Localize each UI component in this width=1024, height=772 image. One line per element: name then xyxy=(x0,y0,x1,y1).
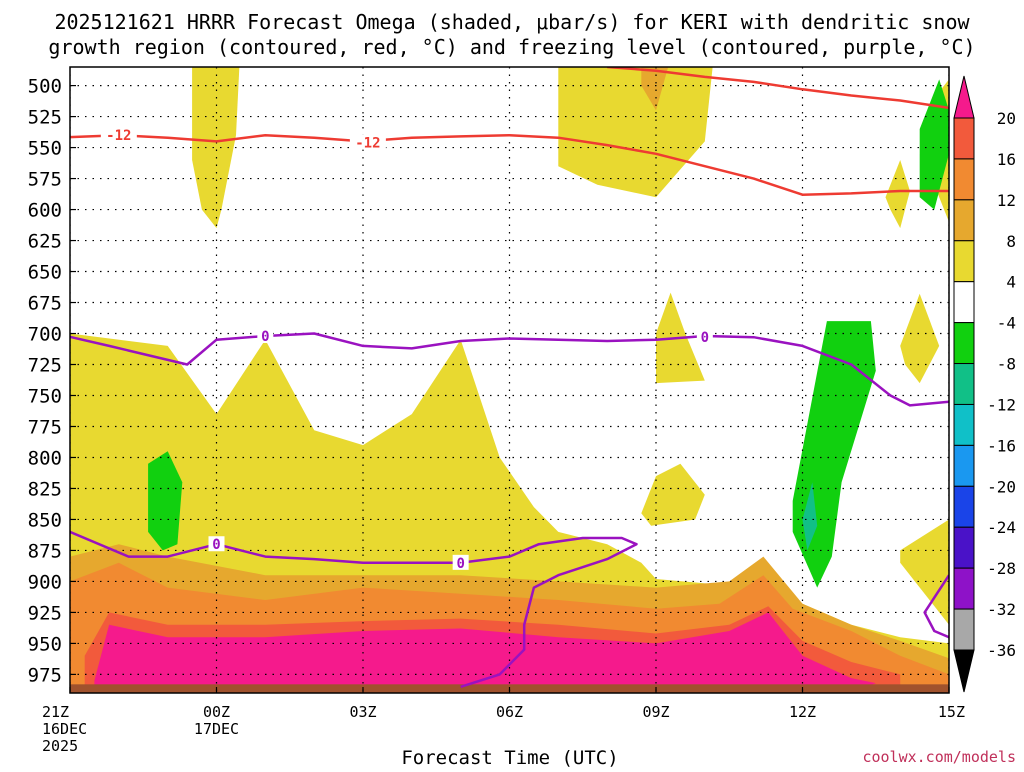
omega-region-17 xyxy=(802,482,818,551)
omega-region-7 xyxy=(641,67,669,111)
x-tick-label-0-0: 21Z xyxy=(42,703,69,721)
y-tick-label-600: 600 xyxy=(28,200,62,222)
freezing-label-lower-b: 0 xyxy=(456,556,464,572)
dgz-label-mid: -12 xyxy=(355,136,380,152)
freezing-level-lower-line xyxy=(70,530,638,688)
freezing-label-lower-a: 0 xyxy=(212,537,220,553)
colorbar: 20 16 12 8 4 -4 -8 -12 -16 -20 -24 -28 -32 -36 xyxy=(953,75,1016,693)
colorbar-box-4 xyxy=(953,281,975,324)
y-tick-label-575: 575 xyxy=(28,169,62,191)
dgz-label-left-bg xyxy=(100,127,137,143)
y-tick-label-625: 625 xyxy=(28,231,62,253)
dgz-contour-line-upper xyxy=(607,67,949,110)
y-tick-label-875: 875 xyxy=(28,540,62,562)
colorbar-label-3: 8 xyxy=(1006,232,1016,251)
x-tick-label-6-0: 03Z xyxy=(349,703,376,721)
y-tick-label-850: 850 xyxy=(28,509,62,531)
colorbar-box-1 xyxy=(953,158,975,201)
x-tick-label-0-2: 2025 xyxy=(42,737,78,755)
plot-area: -12 -12 0 0 0 0 xyxy=(70,67,949,693)
y-tick-label-750: 750 xyxy=(28,385,62,407)
chart-title-line2: growth region (contoured, red, °C) and f… xyxy=(48,35,975,59)
freezing-label-upper-b-bg xyxy=(696,329,713,345)
x-tick-label-9-0: 06Z xyxy=(496,703,523,721)
x-tick-label-3-0: 00Z xyxy=(203,703,230,721)
colorbar-label-8: -16 xyxy=(987,436,1016,455)
colorbar-label-2: 12 xyxy=(997,191,1016,210)
y-tick-label-900: 900 xyxy=(28,571,62,593)
colorbar-box-10 xyxy=(953,526,975,569)
y-tick-label-650: 650 xyxy=(28,262,62,284)
y-tick-label-675: 675 xyxy=(28,293,62,315)
dgz-label-mid-bg xyxy=(349,134,386,150)
colorbar-label-7: -12 xyxy=(987,395,1016,414)
x-axis-label: Forecast Time (UTC) xyxy=(401,747,618,768)
y-tick-label-525: 525 xyxy=(28,107,62,129)
freezing-label-lower-b-bg xyxy=(452,554,469,570)
colorbar-box-9 xyxy=(953,485,975,528)
freezing-label-upper-a: 0 xyxy=(261,329,269,345)
colorbar-label-11: -28 xyxy=(987,559,1016,578)
colorbar-label-9: -20 xyxy=(987,477,1016,496)
credit-text: coolwx.com/models xyxy=(862,748,1016,766)
colorbar-label-6: -8 xyxy=(997,355,1016,374)
y-tick-label-925: 925 xyxy=(28,602,62,624)
colorbar-label-12: -32 xyxy=(987,600,1016,619)
freezing-label-upper-b: 0 xyxy=(701,330,709,346)
colorbar-top-arrow xyxy=(953,75,975,119)
colorbar-box-3 xyxy=(953,240,975,283)
colorbar-box-6 xyxy=(953,363,975,405)
plot-clip-group: -12 -12 0 0 0 0 xyxy=(70,67,949,693)
omega-region-16 xyxy=(919,79,949,210)
y-tick-label-700: 700 xyxy=(28,324,62,346)
omega-region-6 xyxy=(558,67,713,198)
y-tick-label-550: 550 xyxy=(28,138,62,160)
omega-region-5 xyxy=(192,67,240,229)
y-tick-label-975: 975 xyxy=(28,664,62,686)
colorbar-label-4: 4 xyxy=(1006,273,1016,292)
omega-region-4 xyxy=(94,612,876,693)
x-tick-label-12-0: 09Z xyxy=(642,703,669,721)
freezing-label-lower-a-bg xyxy=(208,536,225,552)
colorbar-label-10: -24 xyxy=(987,518,1016,537)
omega-region-10 xyxy=(900,293,940,384)
y-tick-label-800: 800 xyxy=(28,447,62,469)
dgz-contour-line xyxy=(70,133,949,196)
colorbar-box-12 xyxy=(953,608,975,651)
colorbar-label-5: -4 xyxy=(997,314,1016,333)
colorbar-box-0 xyxy=(953,117,975,160)
omega-region-12 xyxy=(885,160,910,229)
x-tick-label-15-0: 12Z xyxy=(789,703,816,721)
colorbar-box-7 xyxy=(953,403,975,446)
colorbar-bottom-arrow xyxy=(953,649,975,693)
x-tick-label-3-1: 17DEC xyxy=(194,720,239,738)
freezing-label-upper-a-bg xyxy=(257,327,274,343)
y-tick-label-950: 950 xyxy=(28,633,62,655)
y-tick-label-725: 725 xyxy=(28,355,62,377)
omega-region-9 xyxy=(641,463,705,526)
colorbar-box-2 xyxy=(953,199,975,242)
colorbar-label-0: 20 xyxy=(997,109,1016,128)
colorbar-box-5 xyxy=(953,322,975,365)
omega-region-14 xyxy=(148,451,183,551)
x-tick-label-18-0: 15Z xyxy=(938,703,965,721)
y-tick-label-775: 775 xyxy=(28,416,62,438)
chart-title-line1: 2025121621 HRRR Forecast Omega (shaded, … xyxy=(54,10,970,34)
y-tick-label-500: 500 xyxy=(28,76,62,98)
colorbar-label-13: -36 xyxy=(987,641,1016,660)
dgz-label-left: -12 xyxy=(106,128,131,144)
colorbar-label-1: 16 xyxy=(997,150,1016,169)
colorbar-box-11 xyxy=(953,567,975,610)
colorbar-box-8 xyxy=(953,444,975,487)
y-tick-label-825: 825 xyxy=(28,478,62,500)
freezing-level-right-line xyxy=(923,574,949,639)
freezing-level-upper-line xyxy=(70,332,949,407)
axes: 500 525 550 575 600 625 650 675 700 725 750 775 800 8… xyxy=(28,66,965,755)
omega-region-13 xyxy=(900,519,949,625)
x-tick-label-0-1: 16DEC xyxy=(42,720,87,738)
